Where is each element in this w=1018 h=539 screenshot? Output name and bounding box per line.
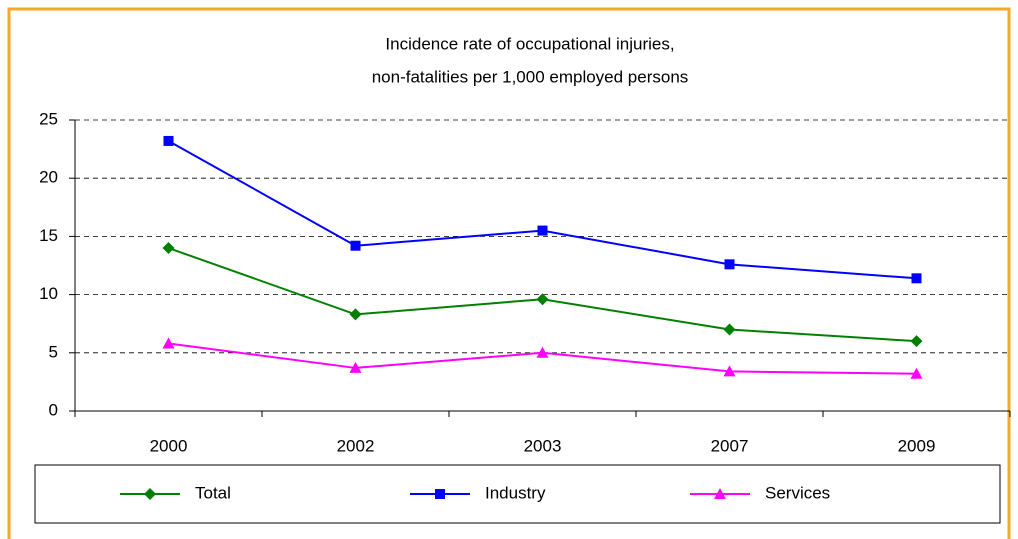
marker <box>536 346 549 358</box>
legend-label: Industry <box>485 483 546 502</box>
chart-frame <box>7 7 1011 539</box>
marker <box>910 335 923 348</box>
marker <box>162 242 175 255</box>
marker <box>350 240 361 251</box>
marker <box>349 361 362 373</box>
x-tick-label: 2003 <box>524 436 562 455</box>
marker <box>536 293 549 306</box>
y-tick-label: 20 <box>39 168 58 187</box>
y-tick-label: 15 <box>39 226 58 245</box>
marker <box>349 308 362 321</box>
y-tick-label: 0 <box>49 400 58 419</box>
marker <box>537 225 548 236</box>
marker <box>435 489 445 499</box>
legend-box <box>34 464 1001 524</box>
chart-title: non-fatalities per 1,000 employed person… <box>372 67 689 86</box>
y-tick-label: 10 <box>39 284 58 303</box>
marker <box>162 337 175 349</box>
marker <box>723 323 736 336</box>
marker <box>910 367 923 379</box>
marker <box>144 488 156 500</box>
x-tick-label: 2002 <box>337 436 375 455</box>
marker <box>714 488 726 499</box>
marker <box>163 135 174 146</box>
x-tick-label: 2009 <box>898 436 936 455</box>
y-tick-label: 25 <box>39 109 58 128</box>
marker <box>723 365 736 377</box>
legend-label: Total <box>195 483 231 502</box>
x-tick-label: 2007 <box>711 436 749 455</box>
marker <box>724 259 735 270</box>
x-tick-label: 2000 <box>150 436 188 455</box>
legend-label: Services <box>765 483 830 502</box>
chart-title: Incidence rate of occupational injuries, <box>385 34 674 53</box>
marker <box>911 273 922 284</box>
y-tick-label: 5 <box>49 342 58 361</box>
